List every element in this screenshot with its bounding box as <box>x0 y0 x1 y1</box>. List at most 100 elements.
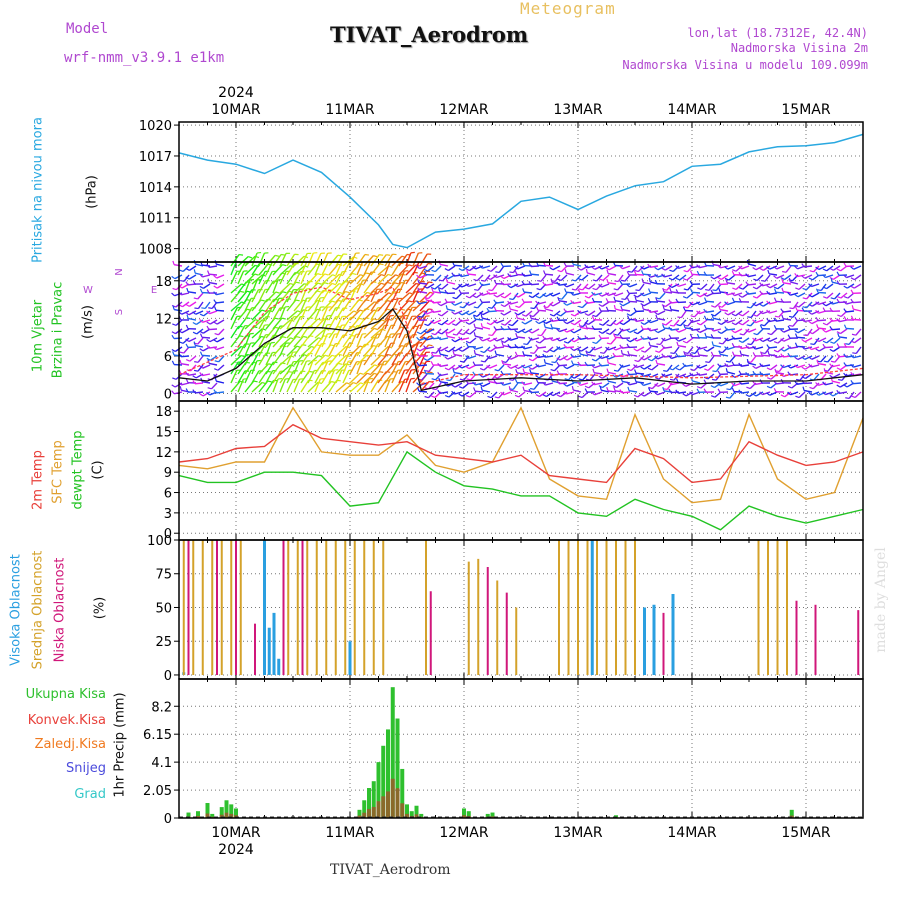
wind-barb <box>279 253 287 267</box>
wind-barb <box>342 343 350 357</box>
wind-barb <box>697 351 700 356</box>
wind-barb <box>209 362 218 366</box>
wind-barb <box>216 274 225 279</box>
wind-barb <box>759 371 763 376</box>
wind-barb <box>237 378 245 393</box>
wind-barb <box>808 283 812 287</box>
wind-barb <box>840 292 848 299</box>
wind-barb <box>580 382 589 386</box>
wind-barb <box>780 329 785 333</box>
wind-barb <box>295 281 300 284</box>
wind-barb <box>502 363 512 366</box>
wind-barb <box>328 316 337 330</box>
wind-barb <box>741 337 750 344</box>
panel-frame <box>178 539 864 680</box>
wind-barb <box>418 390 428 393</box>
wind-barb <box>398 254 408 267</box>
wind-barb <box>826 292 834 299</box>
wind-barb <box>451 272 455 277</box>
wind-barb <box>337 362 343 365</box>
wind-barb <box>584 388 588 393</box>
wind-barb <box>173 337 183 340</box>
wind-barb <box>293 265 305 276</box>
wind-barb <box>489 355 498 360</box>
precip-convective-bar <box>224 812 229 818</box>
wind-barb <box>446 379 451 382</box>
wind-barb <box>441 319 449 326</box>
wind-barb <box>356 333 363 348</box>
wind-barb <box>801 376 806 380</box>
wind-barb <box>850 354 854 359</box>
wind-barb <box>458 283 462 288</box>
wind-barb <box>638 283 645 291</box>
wind-barb <box>491 283 498 291</box>
wind-barb <box>528 262 532 267</box>
wind-barb <box>201 381 211 384</box>
wind-barb <box>514 265 518 270</box>
wind-barb <box>843 353 847 358</box>
wind-barb <box>370 328 383 339</box>
wind-barb <box>704 368 709 371</box>
wind-barb <box>603 346 610 354</box>
wind-barb <box>543 304 546 310</box>
wind-barb <box>516 346 526 349</box>
top-date-label: 10MAR <box>211 102 260 118</box>
wind-barb <box>633 317 637 322</box>
wind-barb <box>836 331 841 335</box>
wind-barb <box>600 351 605 354</box>
wind-barb <box>795 378 801 381</box>
wind-barb <box>514 378 518 383</box>
wind-barb <box>710 351 714 356</box>
precip-convective-bar <box>357 815 362 818</box>
wind-barb <box>773 349 778 353</box>
wind-barb <box>617 328 624 336</box>
wind-barb <box>602 382 610 389</box>
wind-barb <box>626 338 631 343</box>
wind-barb <box>664 265 673 271</box>
wind-barb <box>664 308 673 312</box>
wind-barb <box>487 395 492 399</box>
wind-barb <box>251 370 260 384</box>
wind-barb <box>812 382 820 390</box>
wind-barb <box>759 338 764 343</box>
wind-barb <box>479 374 484 378</box>
wind-barb <box>437 331 442 335</box>
wind-barb <box>686 292 694 299</box>
wind-barb <box>726 282 736 285</box>
wind-barb <box>384 298 394 312</box>
wind-barb <box>613 304 616 310</box>
wind-barb <box>752 314 758 317</box>
wind-barb <box>797 364 806 369</box>
wind-barb <box>714 310 722 317</box>
wind-barb <box>426 346 435 350</box>
wind-barb <box>557 269 562 273</box>
wind-barb <box>282 336 287 339</box>
wind-barb <box>602 274 610 281</box>
wind-barb <box>630 364 638 372</box>
wind-barb <box>761 373 771 376</box>
wind-barb <box>657 274 666 278</box>
wind-barb <box>549 317 553 322</box>
wind-barb <box>584 385 589 389</box>
wind-barb <box>752 365 757 369</box>
wind-barb <box>486 290 490 295</box>
wind-barb <box>213 306 217 311</box>
wind-barb <box>510 337 519 341</box>
wind-barb <box>676 323 681 327</box>
wind-barb <box>500 304 505 308</box>
wind-barb <box>833 337 841 344</box>
wind-barb <box>193 297 198 300</box>
wind-barb <box>363 301 376 312</box>
wind-barb <box>719 291 729 294</box>
precip-total-bar <box>485 813 490 818</box>
wind-barb <box>789 307 794 310</box>
wind-barb <box>438 288 441 293</box>
wind-barb <box>780 277 785 281</box>
wind-barb <box>684 309 694 312</box>
wind-barb <box>213 291 217 296</box>
wind-barb <box>813 265 820 273</box>
wind-barb <box>822 307 826 312</box>
wind-barb <box>615 373 624 378</box>
wind-barb <box>657 317 666 321</box>
wind-barb <box>825 382 834 386</box>
